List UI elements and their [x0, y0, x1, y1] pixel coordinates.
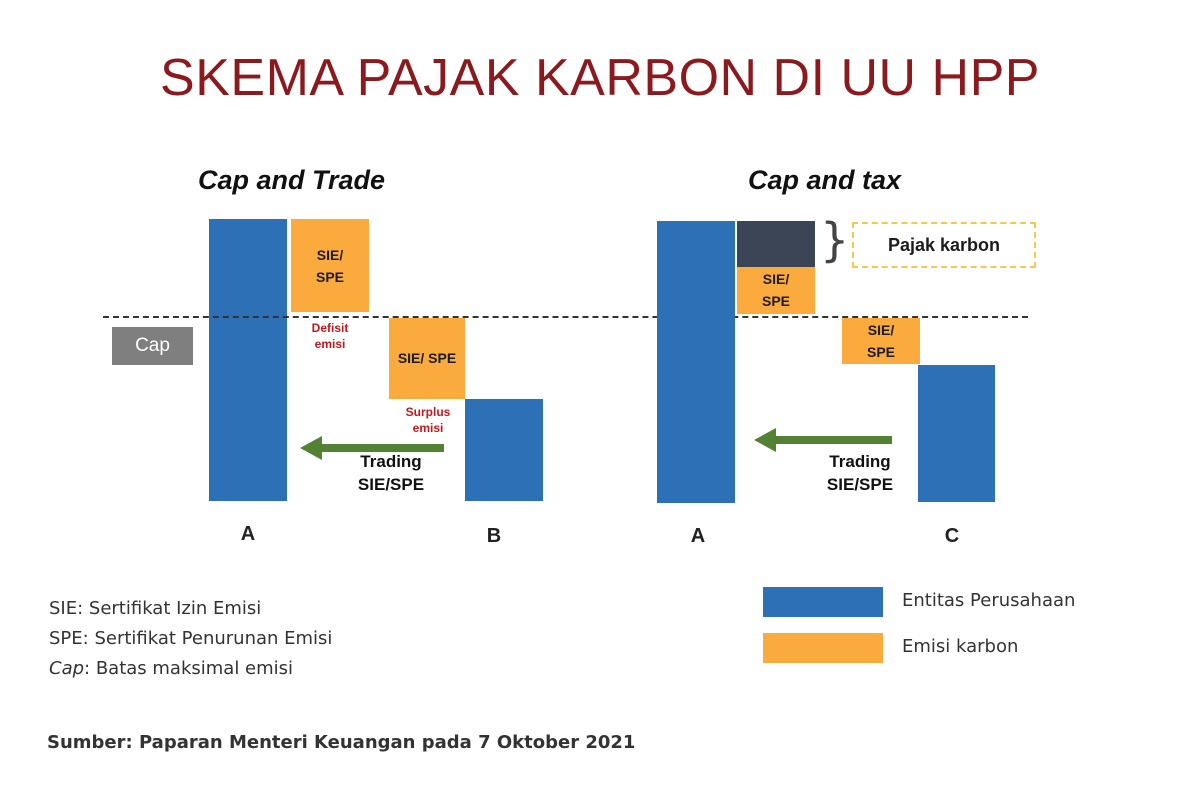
- carbon-tax-label-box: Pajak karbon: [852, 222, 1036, 268]
- legend-company-swatch: [763, 587, 883, 617]
- glossary-spe-term: SPE: [49, 628, 83, 649]
- company-c-bar: [918, 365, 995, 502]
- company-a-letter-left: A: [240, 523, 256, 545]
- deficit-note: Defisit emisi: [290, 320, 370, 352]
- trading-label-right: Trading SIE/SPE: [815, 450, 905, 496]
- company-c-letter: C: [944, 525, 960, 547]
- deficit-box-label-line1: SIE/: [316, 247, 344, 263]
- c-box-label-line1: SIE/: [867, 322, 895, 338]
- source-note: Sumber: Paparan Menteri Keuangan pada 7 …: [47, 732, 636, 753]
- cap-and-trade-heading: Cap and Trade: [198, 165, 386, 195]
- tax-box-label-line2: SPE: [761, 293, 790, 309]
- glossary-spe-def: : Sertifikat Penurunan Emisi: [82, 628, 333, 649]
- surplus-box-label: SIE/ SPE: [397, 350, 457, 366]
- glossary-cap-term: Cap: [49, 658, 85, 679]
- glossary-sie-term: SIE: [49, 598, 78, 619]
- deficit-note-line1: Defisit: [311, 321, 349, 335]
- glossary-sie: SIE: Sertifikat Izin Emisi: [49, 594, 332, 624]
- page-title: SKEMA PAJAK KARBON DI UU HPP: [160, 49, 1040, 107]
- company-c-sie-spe-box: SIE/ SPE: [842, 318, 920, 364]
- company-b-letter: B: [486, 525, 502, 547]
- glossary: SIE: Sertifikat Izin Emisi SPE: Sertifik…: [49, 594, 332, 684]
- company-a-letter-right: A: [690, 525, 706, 547]
- brace-icon: }: [820, 213, 850, 267]
- legend-emission-label: Emisi karbon: [902, 636, 1019, 657]
- deficit-sie-spe-box: SIE/ SPE: [291, 219, 369, 312]
- carbon-tax-box: [737, 221, 815, 267]
- company-b-bar: [465, 399, 543, 501]
- cap-label-box: Cap: [112, 327, 193, 365]
- trading-right-line1: Trading: [829, 452, 891, 471]
- glossary-cap: Cap: Batas maksimal emisi: [49, 654, 332, 684]
- glossary-spe: SPE: Sertifikat Penurunan Emisi: [49, 624, 332, 654]
- cap-and-tax-heading: Cap and tax: [748, 165, 902, 195]
- company-a-bar-left: [209, 219, 287, 501]
- cap-dashed-line: [103, 316, 1028, 318]
- legend-company-label: Entitas Perusahaan: [902, 590, 1076, 611]
- glossary-sie-def: : Sertifikat Izin Emisi: [77, 598, 262, 619]
- trading-arrow-left-icon: [300, 436, 444, 460]
- company-a-bar-right: [657, 221, 735, 503]
- deficit-note-line2: emisi: [314, 337, 346, 351]
- glossary-cap-def: : Batas maksimal emisi: [84, 658, 294, 679]
- trading-label-left: Trading SIE/SPE: [346, 450, 436, 496]
- trading-arrow-right-icon: [754, 428, 892, 452]
- surplus-note-line1: Surplus: [405, 405, 451, 419]
- surplus-note-line2: emisi: [412, 421, 444, 435]
- legend-emission-swatch: [763, 633, 883, 663]
- tax-sie-spe-box: SIE/ SPE: [737, 267, 815, 314]
- c-box-label-line2: SPE: [866, 344, 895, 360]
- deficit-box-label-line2: SPE: [315, 269, 344, 285]
- trading-left-line1: Trading: [360, 452, 422, 471]
- tax-box-label-line1: SIE/: [762, 271, 790, 287]
- trading-left-line2: SIE/SPE: [357, 475, 425, 494]
- surplus-sie-spe-box: SIE/ SPE: [389, 318, 465, 399]
- trading-right-line2: SIE/SPE: [826, 475, 894, 494]
- surplus-note: Surplus emisi: [388, 404, 468, 436]
